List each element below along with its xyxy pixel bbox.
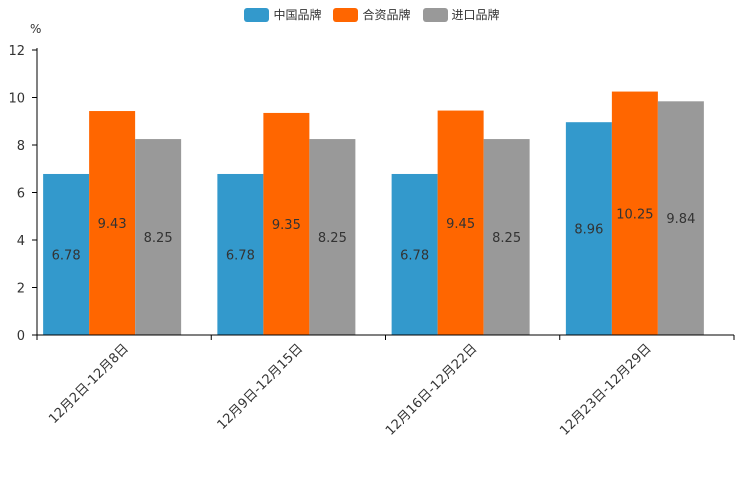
bar-joint-3 bbox=[611, 91, 658, 335]
bar-joint-2 bbox=[437, 110, 484, 335]
plot-area: 0 2 4 6 8 10 12 6.78 9.43 8.25 12月2日-12月8日 6.78 9.35… bbox=[8, 44, 735, 439]
legend-label-import: 进口品牌 bbox=[451, 8, 500, 22]
x-tick-label-0: 12月2日-12月8日 bbox=[46, 341, 132, 427]
bar-china-2 bbox=[391, 173, 438, 335]
data-label-import-3: 9.84 bbox=[666, 212, 695, 227]
data-label-china-1: 6.78 bbox=[226, 248, 255, 263]
bar-import-2 bbox=[483, 139, 530, 335]
legend-item-joint[interactable]: 合资品牌 bbox=[333, 6, 411, 23]
bar-import-3 bbox=[657, 101, 704, 335]
data-label-import-2: 8.25 bbox=[492, 231, 521, 246]
legend-label-china: 中国品牌 bbox=[273, 8, 322, 22]
legend-item-china[interactable]: 中国品牌 bbox=[244, 6, 321, 23]
legend-swatch-china bbox=[244, 7, 270, 22]
x-tick-label-1: 12月9日-12月15日 bbox=[215, 341, 307, 433]
data-label-china-3: 8.96 bbox=[574, 223, 603, 238]
x-tick-label-2: 12月16日-12月22日 bbox=[383, 341, 480, 438]
y-tick-label-4: 8 bbox=[17, 139, 25, 154]
x-tick-label-3: 12月23日-12月29日 bbox=[557, 341, 654, 438]
bar-china-0 bbox=[43, 173, 90, 335]
bar-import-1 bbox=[309, 139, 356, 335]
y-axis-unit-label: % bbox=[30, 22, 41, 36]
bar-china-3 bbox=[565, 122, 612, 335]
y-tick-label-0: 0 bbox=[17, 329, 25, 344]
data-label-joint-1: 9.35 bbox=[272, 218, 301, 233]
legend-item-import[interactable]: 进口品牌 bbox=[422, 6, 500, 23]
data-label-joint-0: 9.43 bbox=[98, 217, 127, 232]
legend-label-joint: 合资品牌 bbox=[362, 8, 411, 22]
chart-legend: 中国品牌 合资品牌 进口品牌 bbox=[0, 6, 744, 23]
y-tick-label-3: 6 bbox=[17, 187, 25, 202]
y-tick-label-1: 2 bbox=[17, 282, 25, 297]
data-label-joint-3: 10.25 bbox=[616, 207, 653, 222]
legend-swatch-joint bbox=[333, 7, 359, 22]
data-label-import-0: 8.25 bbox=[144, 231, 173, 246]
bar-china-1 bbox=[217, 173, 264, 335]
data-label-china-2: 6.78 bbox=[400, 248, 429, 263]
bar-import-0 bbox=[135, 139, 182, 335]
y-tick-label-6: 12 bbox=[8, 44, 25, 59]
bar-joint-0 bbox=[89, 111, 136, 335]
y-tick-label-2: 4 bbox=[17, 234, 25, 249]
y-tick-label-5: 10 bbox=[8, 92, 25, 107]
data-label-import-1: 8.25 bbox=[318, 231, 347, 246]
legend-swatch-import bbox=[422, 7, 448, 22]
data-label-china-0: 6.78 bbox=[52, 248, 81, 263]
bar-joint-1 bbox=[263, 112, 310, 335]
data-label-joint-2: 9.45 bbox=[446, 217, 475, 232]
